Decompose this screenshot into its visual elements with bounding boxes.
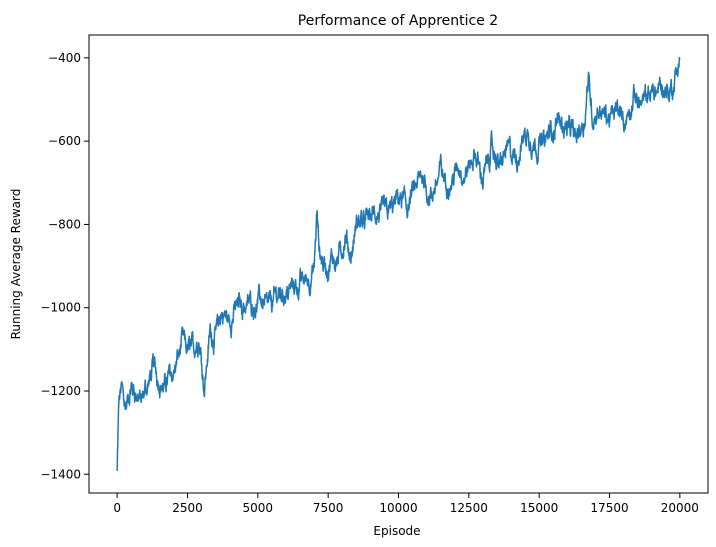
x-axis-ticks: 0 2500 5000 7500 10000 12500 15000 17500 20000	[113, 493, 699, 515]
x-tick-label: 12500	[450, 501, 488, 515]
series-layer	[116, 56, 681, 471]
series-line	[116, 56, 681, 471]
chart-title: Performance of Apprentice 2	[298, 13, 498, 29]
y-axis-label: Running Average Reward	[9, 189, 23, 340]
x-tick-label: 2500	[172, 501, 203, 515]
y-tick-label: −600	[48, 134, 81, 148]
y-tick-label: −800	[48, 217, 81, 231]
x-tick-label: 17500	[590, 501, 628, 515]
x-tick-label: 0	[113, 501, 121, 515]
x-tick-label: 15000	[520, 501, 558, 515]
y-tick-label: −1400	[40, 467, 81, 481]
y-tick-label: −400	[48, 51, 81, 65]
y-tick-label: −1000	[40, 301, 81, 315]
x-tick-label: 20000	[661, 501, 699, 515]
plot-area	[88, 34, 709, 494]
x-tick-label: 5000	[243, 501, 274, 515]
x-tick-label: 10000	[379, 501, 417, 515]
y-axis-ticks: −1400 −1200 −1000 −800 −600 −400	[40, 51, 89, 481]
x-axis-label: Episode	[373, 524, 420, 538]
x-tick-label: 7500	[313, 501, 344, 515]
y-tick-label: −1200	[40, 384, 81, 398]
